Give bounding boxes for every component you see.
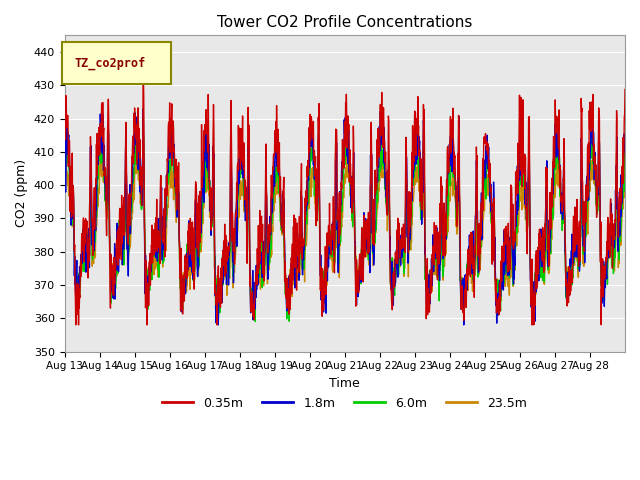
Text: TZ_co2prof: TZ_co2prof	[75, 57, 146, 70]
1.8m	[315, 123, 323, 129]
0.35m	[348, 210, 356, 216]
23.5m	[161, 230, 168, 236]
0.35m	[315, 126, 323, 132]
23.5m	[586, 172, 593, 178]
6.0m	[586, 158, 593, 164]
23.5m	[447, 179, 455, 185]
Line: 6.0m: 6.0m	[65, 132, 625, 322]
1.8m	[214, 322, 222, 328]
Line: 23.5m: 23.5m	[65, 151, 625, 315]
23.5m	[348, 204, 355, 210]
6.0m	[71, 269, 79, 275]
23.5m	[71, 270, 79, 276]
0.35m	[621, 86, 629, 92]
Line: 1.8m: 1.8m	[65, 109, 625, 325]
1.8m	[61, 145, 68, 151]
1.8m	[161, 210, 169, 216]
6.0m	[348, 195, 355, 201]
23.5m	[314, 196, 322, 202]
23.5m	[379, 148, 387, 154]
Title: Tower CO2 Profile Concentrations: Tower CO2 Profile Concentrations	[217, 15, 472, 30]
23.5m	[494, 312, 502, 318]
0.35m	[61, 137, 68, 143]
0.35m	[72, 322, 79, 328]
Line: 0.35m: 0.35m	[65, 73, 625, 325]
1.8m	[71, 281, 79, 287]
FancyBboxPatch shape	[61, 42, 171, 84]
1.8m	[586, 154, 593, 159]
6.0m	[314, 152, 322, 158]
6.0m	[621, 141, 629, 146]
0.35m	[140, 71, 147, 76]
1.8m	[348, 174, 356, 180]
0.35m	[447, 117, 455, 123]
23.5m	[61, 197, 68, 203]
X-axis label: Time: Time	[330, 377, 360, 390]
6.0m	[161, 217, 168, 223]
6.0m	[252, 319, 259, 324]
1.8m	[621, 133, 629, 139]
Legend: 0.35m, 1.8m, 6.0m, 23.5m: 0.35m, 1.8m, 6.0m, 23.5m	[157, 392, 532, 415]
23.5m	[621, 175, 629, 180]
1.8m	[447, 140, 455, 146]
6.0m	[587, 129, 595, 134]
0.35m	[586, 126, 593, 132]
1.8m	[140, 106, 147, 112]
6.0m	[447, 161, 455, 167]
0.35m	[162, 213, 170, 219]
6.0m	[61, 186, 68, 192]
Y-axis label: CO2 (ppm): CO2 (ppm)	[15, 159, 28, 228]
0.35m	[71, 287, 79, 292]
